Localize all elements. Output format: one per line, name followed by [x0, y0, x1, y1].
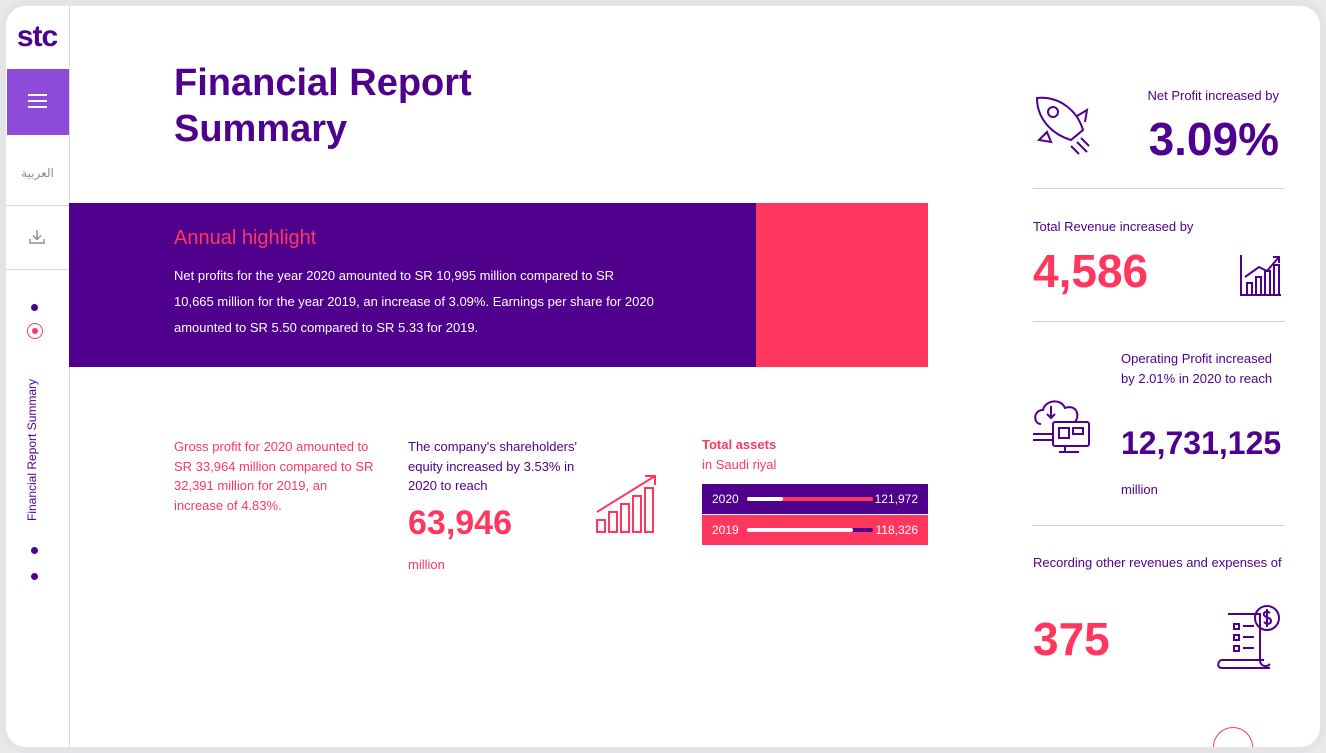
- download-icon: [29, 230, 45, 244]
- other-revenues-label: Recording other revenues and expenses of: [1033, 555, 1282, 570]
- hamburger-line: [28, 100, 47, 102]
- operating-profit-label: Operating Profit increased by 2.01% in 2…: [1121, 351, 1273, 386]
- divider: [1033, 525, 1285, 526]
- banner-accent-block: [756, 203, 928, 367]
- total-revenue-label: Total Revenue increased by: [1033, 219, 1194, 234]
- nav-dot[interactable]: [31, 573, 38, 580]
- net-profit-value: 3.09%: [1148, 113, 1279, 165]
- assets-row-2020: 2020 121,972: [702, 484, 928, 514]
- other-revenues-value: 375: [1033, 613, 1110, 665]
- equity-value: 63,946: [408, 504, 512, 542]
- equity-text: The company's shareholders' equity incre…: [408, 439, 577, 493]
- nav-dot-active-ring: [27, 323, 43, 339]
- cloud-computer-icon: [1033, 400, 1090, 453]
- nav-dot[interactable]: [31, 547, 38, 554]
- hamburger-line: [28, 106, 47, 108]
- highlight-body: Net profits for the year 2020 amounted t…: [174, 268, 654, 335]
- nav-dot-active[interactable]: [31, 328, 38, 334]
- assets-value: 121,972: [874, 492, 918, 506]
- page-title-line1: Financial Report: [174, 62, 472, 104]
- total-assets-subtitle: in Saudi riyal: [702, 457, 777, 472]
- highlight-banner: Annual highlight Net profits for the yea…: [69, 203, 756, 367]
- equity-unit: million: [408, 557, 445, 572]
- menu-button[interactable]: [7, 69, 69, 135]
- download-button[interactable]: [6, 205, 69, 270]
- assets-row-2019: 2019 118,326: [702, 515, 928, 545]
- bar-chart-up-icon: [596, 475, 656, 533]
- language-toggle[interactable]: العربية: [6, 141, 69, 206]
- assets-bar-track: [747, 497, 873, 501]
- gross-profit-text: Gross profit for 2020 amounted to SR 33,…: [174, 439, 374, 513]
- scroll-button[interactable]: [1213, 727, 1253, 747]
- assets-year: 2019: [712, 523, 739, 537]
- net-profit-label: Net Profit increased by: [1147, 88, 1279, 103]
- operating-profit-value: 12,731,125: [1121, 425, 1282, 461]
- page-title: Financial Report Summary: [174, 60, 472, 152]
- operating-profit-unit: million: [1121, 482, 1158, 497]
- divider: [1033, 321, 1285, 322]
- total-assets-title: Total assets: [702, 437, 777, 452]
- assets-bar-highlight: [747, 497, 783, 501]
- page-title-line2: Summary: [174, 108, 348, 150]
- highlight-heading: Annual highlight: [174, 227, 317, 249]
- assets-bar-track: [747, 528, 873, 532]
- section-label: Financial Report Summary: [25, 378, 39, 521]
- assets-bar-fill: [747, 528, 853, 532]
- total-revenue-value: 4,586: [1033, 245, 1149, 297]
- assets-value: 118,326: [875, 523, 919, 537]
- divider: [1033, 188, 1285, 189]
- assets-year: 2020: [712, 492, 739, 506]
- invoice-icon: [1217, 605, 1280, 669]
- bar-chart-icon: [1240, 255, 1281, 296]
- nav-dot[interactable]: [31, 304, 38, 311]
- rocket-icon: [1035, 96, 1090, 155]
- hamburger-line: [28, 94, 47, 96]
- sidebar: stc العربية Financial Report Summary: [6, 6, 70, 747]
- stc-logo[interactable]: stc: [16, 20, 58, 53]
- assets-bar-fill: [747, 497, 873, 501]
